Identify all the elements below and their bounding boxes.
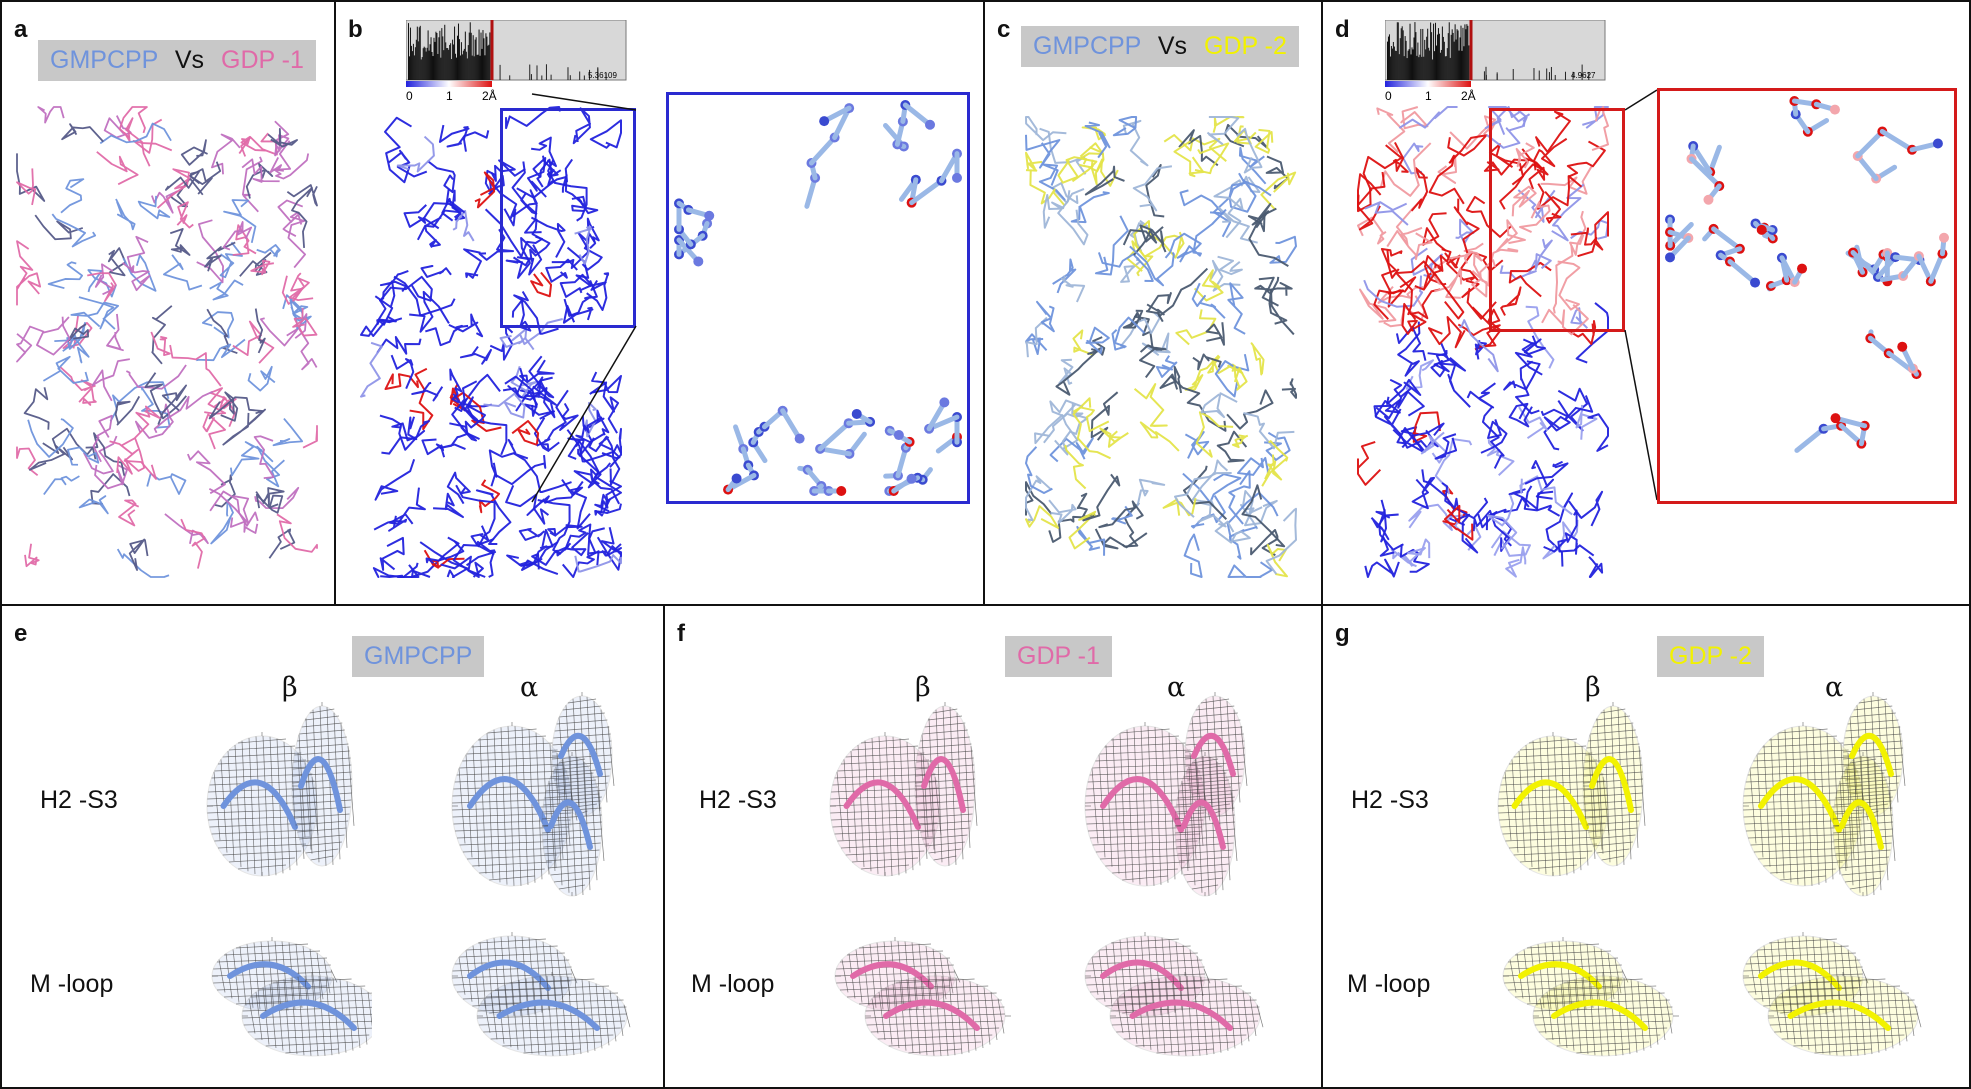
density-map-beta: [206, 702, 372, 1057]
zoom-inset: [666, 92, 970, 504]
scale-tick-1: 1: [1425, 89, 1432, 102]
m-loop-label: M -loop: [1347, 970, 1431, 998]
scale-tick-0: 0: [1385, 89, 1392, 102]
density-map-alpha: [1742, 692, 1922, 1057]
panel-letter: f: [677, 620, 685, 647]
m-loop-label: M -loop: [691, 970, 775, 998]
density-map-alpha: [451, 692, 631, 1057]
gmpcpp-label: GMPCPP: [1033, 32, 1141, 60]
zoomed-ball-stick: [674, 100, 962, 496]
panel-a: a GMPCPP Vs GDP -1: [0, 0, 336, 606]
panel-letter: b: [348, 16, 363, 43]
superposition-trace: [1025, 116, 1297, 578]
h2-s3-label: H2 -S3: [40, 786, 118, 814]
h2-s3-label: H2 -S3: [699, 786, 777, 814]
scale-tick-0: 0: [406, 89, 413, 102]
panel-c: c GMPCPP Vs GDP -2: [983, 0, 1323, 606]
superposition-trace: [16, 106, 318, 578]
h2-s3-label: H2 -S3: [1351, 786, 1429, 814]
alpha-label: α: [1167, 672, 1186, 703]
hist-max-value: 5.36109: [588, 71, 617, 80]
m-loop-label: M -loop: [30, 970, 114, 998]
beta-label: β: [1585, 672, 1601, 703]
density-map-beta: [829, 702, 1011, 1057]
hist-max-value: 4.9627: [1571, 71, 1596, 80]
state-label: GDP -2: [1657, 636, 1764, 677]
rmsd-colored-trace: [360, 106, 622, 578]
panel-letter: e: [14, 620, 28, 647]
scale-tick-2: 2Å: [1461, 88, 1476, 102]
zoom-connector: [1624, 89, 1658, 501]
density-map-alpha: [1084, 692, 1264, 1057]
scale-tick-1: 1: [446, 89, 453, 102]
zoom-box: [500, 108, 636, 328]
state-label: GDP -1: [1005, 636, 1112, 677]
gdp1-label: GDP -1: [221, 46, 304, 74]
zoom-connector: [531, 93, 637, 503]
alpha-label: α: [1825, 672, 1844, 703]
beta-label: β: [282, 672, 298, 703]
panel-letter: a: [14, 16, 28, 43]
panel-letter: g: [1335, 620, 1350, 647]
state-label: GMPCPP: [352, 636, 485, 677]
comparison-label: GMPCPP Vs GDP -1: [38, 40, 316, 81]
beta-label: β: [915, 672, 931, 703]
zoomed-ball-stick: [1665, 96, 1949, 453]
panel-e: e GMPCPP β α H2 -S3 M -loop: [0, 604, 665, 1089]
scale-tick-2: 2Å: [482, 88, 497, 102]
density-map-beta: [1497, 702, 1679, 1057]
zoom-inset: [1657, 88, 1957, 504]
vs-label: Vs: [1157, 32, 1188, 60]
zoom-box: [1489, 108, 1625, 332]
gdp2-label: GDP -2: [1204, 32, 1287, 60]
panel-b: b 0 1 2Å 5.36109: [334, 0, 985, 606]
vs-label: Vs: [174, 46, 205, 74]
panel-f: f GDP -1 β α H2 -S3 M -loop: [663, 604, 1323, 1089]
rmsd-histogram: 0 1 2Å 5.36109: [406, 20, 627, 102]
panel-letter: d: [1335, 16, 1350, 43]
alpha-label: α: [520, 672, 539, 703]
rmsd-colored-trace: [1357, 106, 1609, 578]
panel-d: d 0 1 2Å 4.9627: [1321, 0, 1971, 606]
panel-g: g GDP -2 β α H2 -S3 M -loop: [1321, 604, 1971, 1089]
panel-letter: c: [997, 16, 1011, 43]
comparison-label: GMPCPP Vs GDP -2: [1021, 26, 1299, 67]
rmsd-histogram: 0 1 2Å 4.9627: [1385, 20, 1606, 102]
gmpcpp-label: GMPCPP: [50, 46, 158, 74]
